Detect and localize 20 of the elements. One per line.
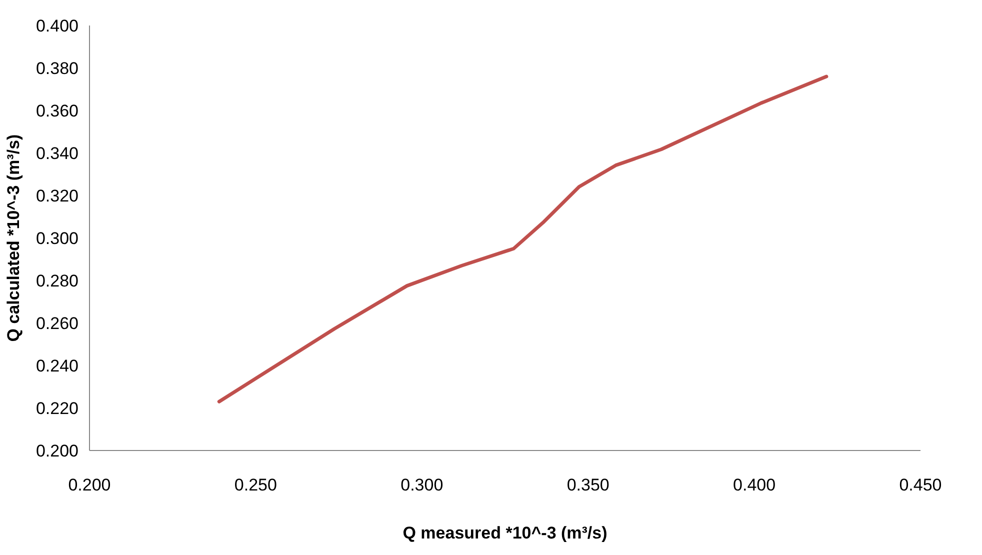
y-axis-title: Q calculated *10^-3 (m³/s) [4,134,23,342]
x-tick-label: 0.450 [899,476,942,494]
x-tick-label: 0.250 [234,476,277,494]
x-tick-label: 0.400 [733,476,776,494]
y-tick-label: 0.260 [36,314,79,333]
y-tick-label: 0.220 [36,399,79,418]
y-tick-label: 0.360 [36,102,79,120]
x-tick-label: 0.350 [566,476,610,494]
y-tick-label: 0.200 [36,442,79,460]
y-tick-label: 0.400 [36,16,79,36]
x-tick-label: 0.300 [400,476,444,494]
line-series [217,74,828,404]
y-tick-label: 0.320 [36,186,79,206]
y-tick-label: 0.280 [36,272,79,290]
x-axis-title: Q measured *10^-3 (m³/s) [402,524,608,542]
y-tick-label: 0.380 [36,59,79,78]
y-tick-label: 0.240 [36,356,79,376]
x-tick-label: 0.200 [68,476,111,494]
y-tick-label: 0.340 [36,144,79,163]
y-tick-label: 0.300 [36,229,79,248]
